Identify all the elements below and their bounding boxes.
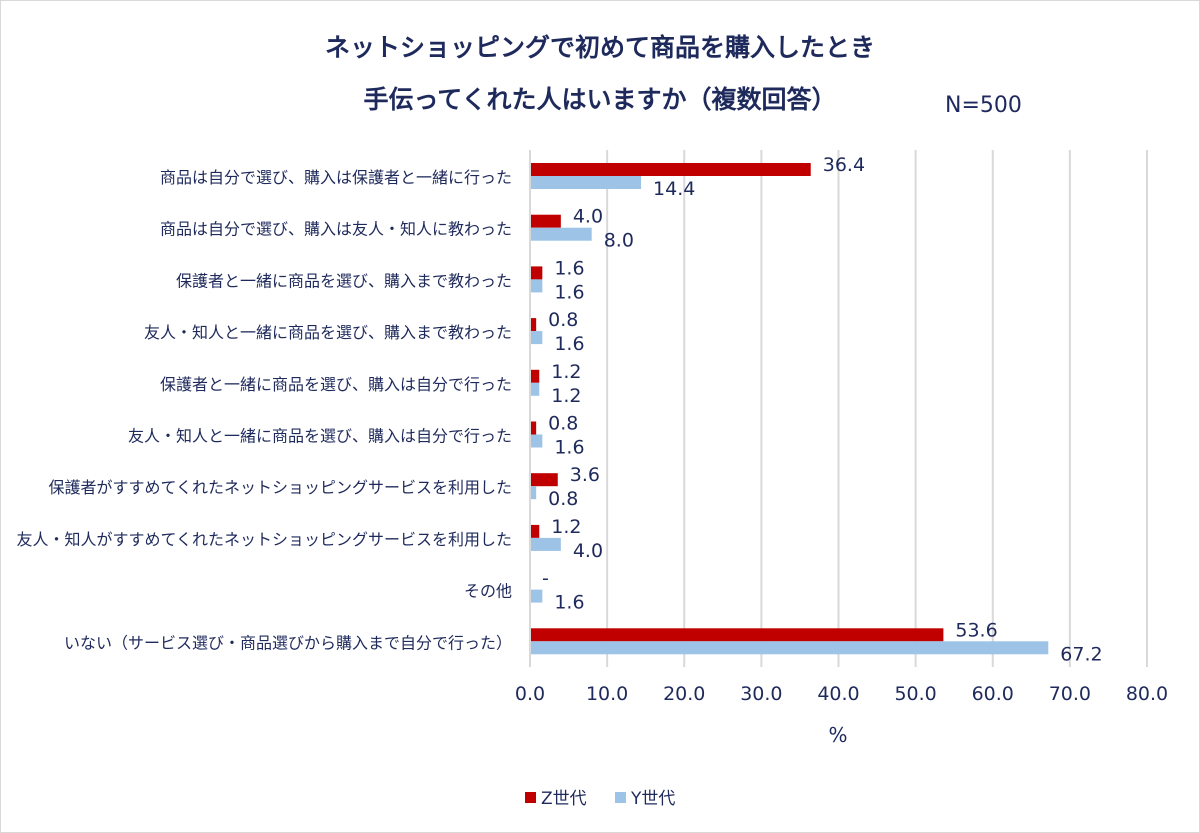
- data-label-z: 0.8: [548, 309, 578, 331]
- data-label-y: 1.6: [554, 437, 584, 459]
- bar-z: [530, 318, 537, 332]
- data-label-y: 1.2: [551, 385, 581, 407]
- x-tick-label: 20.0: [663, 683, 705, 705]
- category-label: 保護者がすすめてくれたネットショッピングサービスを利用した: [48, 478, 512, 497]
- bar-y: [530, 589, 543, 603]
- data-label-y: 67.2: [1060, 643, 1102, 665]
- category-label: 商品は自分で選び、購入は友人・知人に教わった: [160, 220, 512, 239]
- bar-y: [530, 382, 540, 396]
- x-tick-label: 70.0: [1049, 683, 1091, 705]
- bar-y: [530, 279, 543, 293]
- bar-z: [530, 628, 944, 642]
- legend-label: Y世代: [630, 789, 675, 809]
- data-label-z: 4.0: [573, 206, 603, 228]
- data-label-y: 14.4: [653, 178, 695, 200]
- category-label: 保護者と一緒に商品を選び、購入は自分で行った: [160, 375, 512, 394]
- chart-title-line-1: ネットショッピングで初めて商品を購入したとき: [324, 33, 875, 62]
- data-label-y: 0.8: [548, 488, 578, 510]
- data-label-z: 53.6: [955, 619, 997, 641]
- data-label-z: 1.6: [554, 257, 584, 279]
- data-label-y: 1.6: [554, 281, 584, 303]
- data-label-y: 4.0: [573, 540, 603, 562]
- bar-z: [530, 369, 540, 383]
- bar-z: [530, 214, 561, 228]
- data-label-y: 8.0: [604, 230, 634, 252]
- category-label: その他: [464, 582, 512, 601]
- x-tick-label: 60.0: [972, 683, 1014, 705]
- bar-z: [530, 473, 558, 487]
- bar-z: [530, 266, 543, 280]
- sample-size-annotation: N=500: [945, 93, 1022, 118]
- legend-label: Z世代: [541, 789, 587, 809]
- bar-y: [530, 641, 1049, 655]
- x-tick-label: 40.0: [817, 683, 859, 705]
- x-tick-label: 80.0: [1126, 683, 1168, 705]
- data-label-y: 1.6: [554, 592, 584, 614]
- legend-swatch: [525, 792, 536, 803]
- legend-swatch: [615, 792, 626, 803]
- x-tick-label: 30.0: [740, 683, 782, 705]
- bar-y: [530, 486, 537, 500]
- category-label: 友人・知人がすすめてくれたネットショッピングサービスを利用した: [16, 530, 512, 549]
- category-label: 友人・知人と一緒に商品を選び、購入まで教わった: [144, 323, 512, 342]
- data-label-y: 1.6: [554, 333, 584, 355]
- data-label-z: 1.2: [551, 361, 581, 383]
- chart-title-line-2: 手伝ってくれた人はいますか（複数回答）: [363, 85, 837, 114]
- bar-y: [530, 434, 543, 448]
- bar-y: [530, 176, 642, 189]
- bar-z: [530, 163, 811, 176]
- bar-y: [530, 331, 543, 345]
- bar-y: [530, 227, 592, 241]
- category-label: 友人・知人と一緒に商品を選び、購入は自分で行った: [128, 427, 512, 446]
- x-tick-label: 10.0: [586, 683, 628, 705]
- x-tick-label: 50.0: [894, 683, 936, 705]
- category-label: いない（サービス選び・商品選びから購入まで自分で行った）: [64, 633, 512, 652]
- bar-y: [530, 537, 561, 551]
- data-label-z: -: [542, 568, 549, 590]
- data-label-z: 36.4: [823, 154, 865, 176]
- x-tick-label: 0.0: [515, 683, 545, 705]
- data-label-z: 0.8: [548, 413, 578, 435]
- bar-z: [530, 524, 540, 538]
- x-axis-label: %: [828, 723, 847, 747]
- category-label: 保護者と一緒に商品を選び、購入まで教わった: [176, 271, 512, 290]
- data-label-z: 3.6: [570, 464, 600, 486]
- category-label: 商品は自分で選び、購入は保護者と一緒に行った: [160, 168, 512, 187]
- bar-z: [530, 421, 537, 435]
- data-label-z: 1.2: [551, 516, 581, 538]
